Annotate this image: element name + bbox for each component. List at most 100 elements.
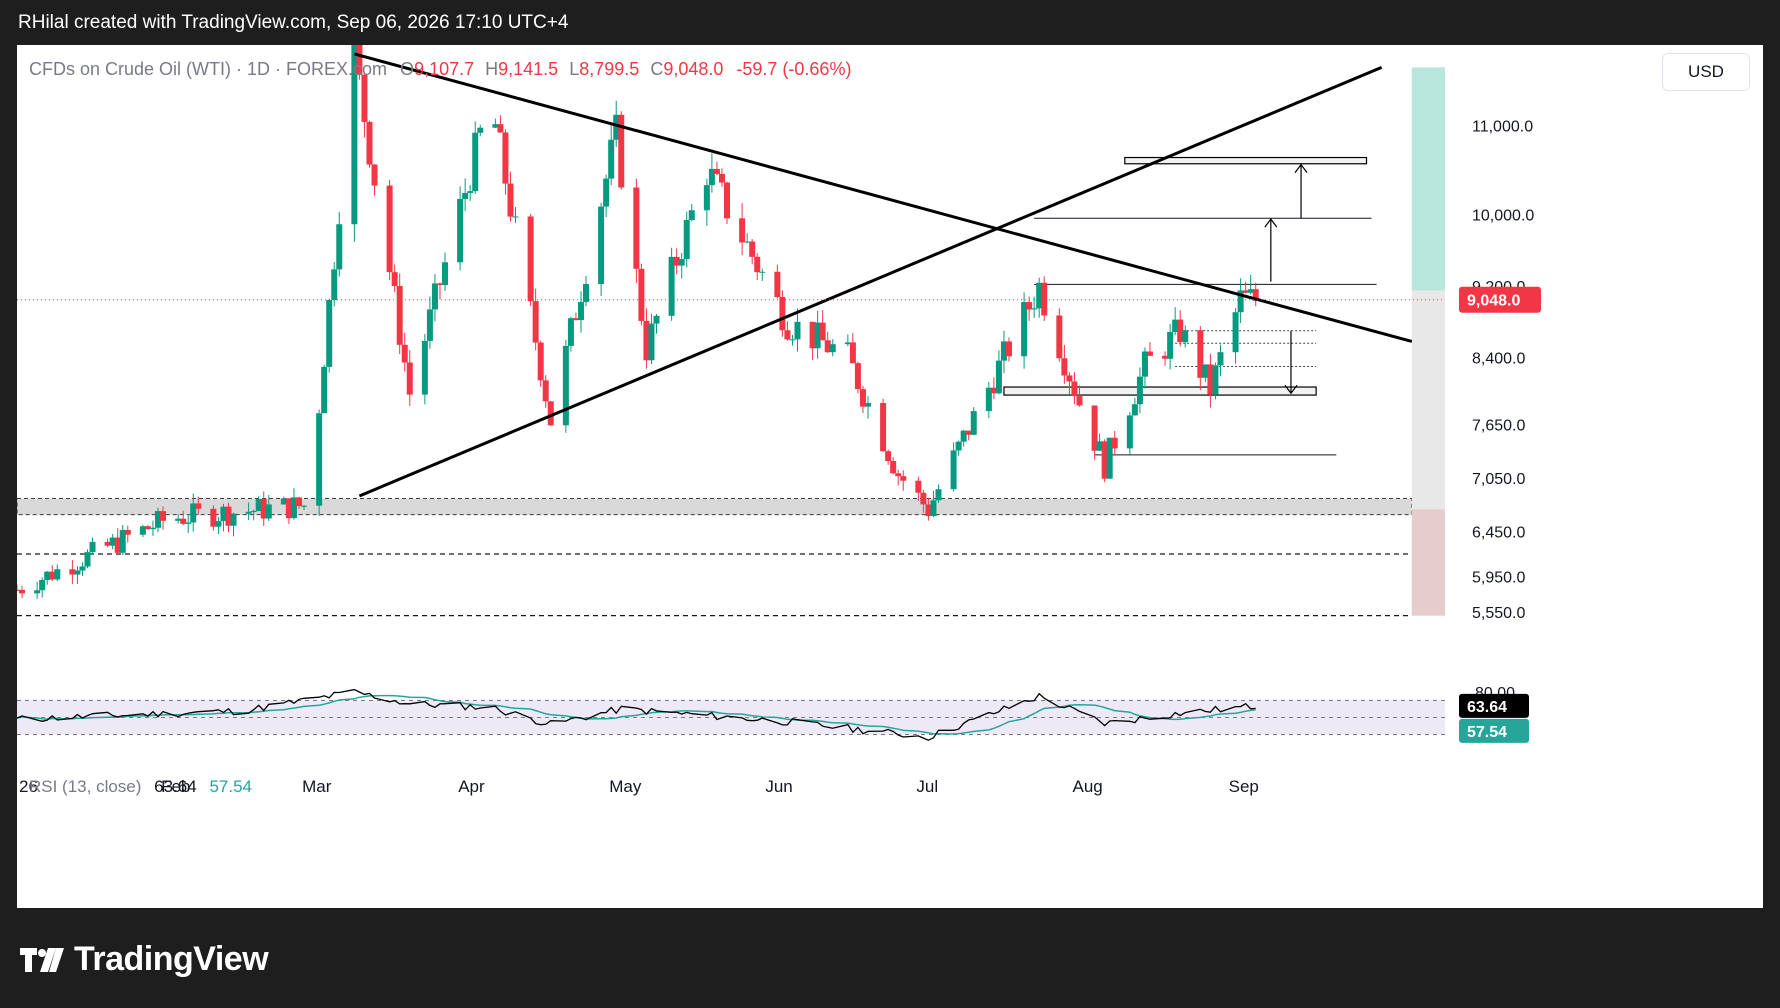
candle-body [1141,351,1148,377]
candle-body [431,283,438,310]
candle-body [119,529,126,553]
candle-body [225,506,232,526]
price-axis-label: 7,650.0 [1472,418,1525,435]
candle-body [1136,376,1143,405]
candle-body [950,450,957,490]
candle-body [154,511,161,528]
chart-canvas[interactable]: 11,000.010,000.09,200.08,400.07,650.07,0… [17,45,1763,908]
candle-body [724,182,730,219]
candle-body [492,124,499,128]
currency-button[interactable]: USD [1662,53,1750,91]
rsi-value-tag-label: 63.64 [1467,699,1507,716]
candle-body [572,318,579,321]
candle-body [577,301,584,321]
candle-body [401,344,408,363]
low-label: L [569,59,580,79]
candle-body [930,500,937,516]
candle-body [955,441,962,451]
candle-body [1005,341,1012,357]
candle-body [497,124,504,133]
candle-body [920,492,927,505]
time-axis-label: 26 [19,777,38,796]
candle-body [1252,289,1259,301]
candle-body [190,503,197,523]
arrow-head [1294,163,1308,174]
rsi-ma-value: 57.54 [209,777,252,796]
rsi-name[interactable]: RSI (13, close) [29,777,142,796]
candle-body [673,256,680,266]
candle-body [854,363,861,390]
candle-body [759,271,766,273]
candle-body [1071,381,1078,397]
candle-body [295,497,302,507]
candle-body [849,342,856,364]
candle-body [739,218,746,243]
tradingview-logo-icon [20,947,64,972]
candle-body [703,185,710,211]
price-axis-label: 6,450.0 [1472,525,1525,542]
candle-body [1091,405,1098,451]
candle-body [79,566,86,571]
candle-body [220,506,227,522]
candle-body [1031,308,1038,310]
candle-body [301,505,308,507]
time-axis-label: Apr [458,777,485,796]
price-axis-label: 5,550.0 [1472,605,1525,622]
price-axis-label: 7,050.0 [1472,471,1525,488]
candle-body [653,315,660,324]
candle-body [336,224,343,270]
candle-body [361,74,368,122]
candle-body [749,241,756,257]
candle-body [326,299,333,367]
trendline [353,52,1413,343]
footer-logo[interactable]: TradingView [20,940,269,979]
candle-body [613,114,620,140]
candle-body [688,210,695,220]
candle-body [532,301,539,343]
candle-body [290,497,297,519]
candle-body [583,284,590,302]
candle-body [1242,290,1249,293]
candle-body [69,569,76,575]
candle-body [789,339,796,341]
candle-body [391,272,398,286]
candle-body [114,537,121,553]
candle-body [1066,375,1073,382]
symbol-legend: CFDs on Crude Oil (WTI) · 1D · FOREX.com… [29,59,851,80]
candle-body [1232,312,1239,353]
rsi-line [17,688,1256,741]
candle-body [366,121,373,165]
candle-body [713,168,720,174]
candle-body [809,321,816,349]
time-axis-label: Jun [765,777,792,796]
candle-body [1106,437,1113,479]
candle-body [54,569,61,580]
symbol-name[interactable]: CFDs on Crude Oil (WTI) · 1D · FOREX.com [29,59,388,79]
candle-body [1162,355,1169,359]
candle-body [1237,290,1244,313]
candle-body [1131,404,1138,416]
time-axis-label: Mar [302,777,332,796]
candle-body [260,499,267,519]
time-axis-label: May [609,777,642,796]
candle-body [754,256,761,273]
candle-body [633,187,640,269]
candle-body [104,541,111,546]
rsi-legend: RSI (13, close) 63.64 57.54 [29,777,252,797]
candle-body [598,206,605,285]
candle-body [210,508,217,527]
candle-body [356,45,363,75]
candle-body [74,570,81,575]
candle-body [567,318,574,346]
candle-body [1056,315,1063,359]
candle-body [1217,352,1224,366]
chart-panel[interactable]: 11,000.010,000.09,200.08,400.07,650.07,0… [17,45,1763,908]
candle-body [1111,437,1118,449]
candle-body [331,269,338,300]
candle-body [668,256,675,316]
candle-body [39,579,46,591]
candle-body [1126,415,1133,449]
candle-body [250,511,257,513]
candle-body [900,476,907,481]
candle-body [1197,330,1204,378]
